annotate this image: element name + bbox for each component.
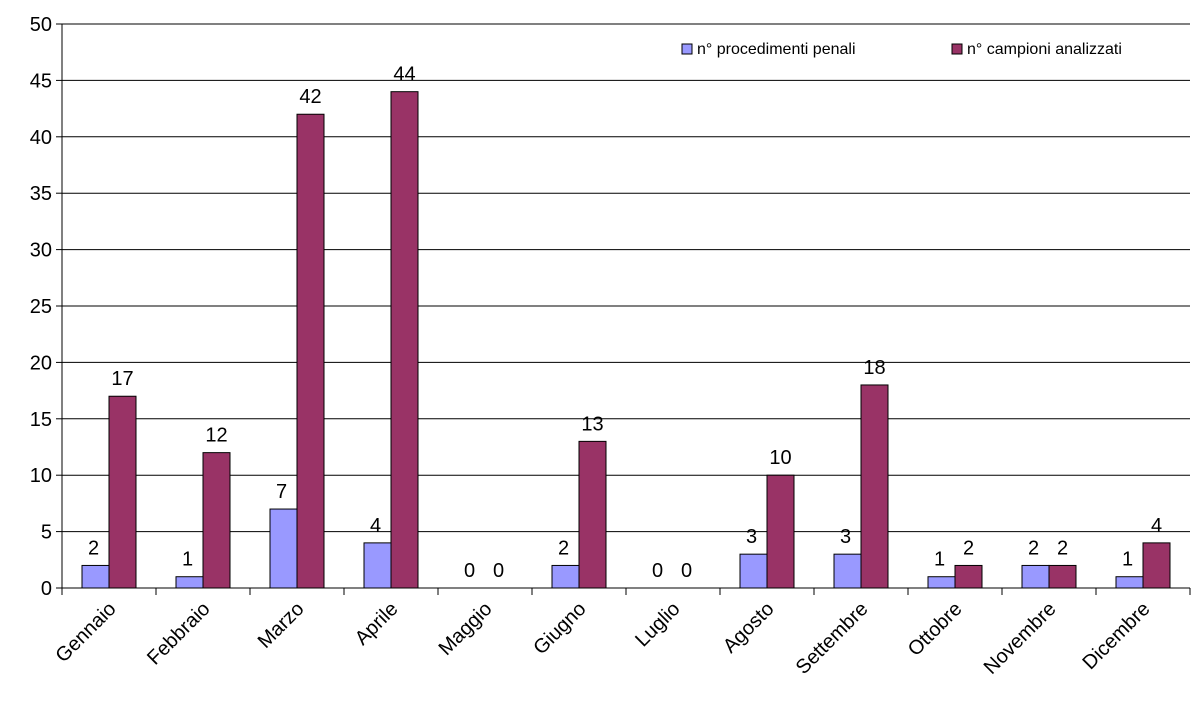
bar-series-1 bbox=[269, 508, 298, 589]
bar-series-2 bbox=[766, 474, 795, 589]
legend-swatch-series-2 bbox=[951, 43, 963, 55]
bar-series-2 bbox=[860, 384, 889, 589]
bar-series-1 bbox=[551, 564, 580, 589]
data-label-series-1: 2 bbox=[1028, 537, 1039, 559]
legend: n° procedimenti penali n° campioni anali… bbox=[681, 41, 1122, 58]
data-label-series-1: 0 bbox=[652, 560, 663, 582]
x-tick-label: Febbraio bbox=[143, 598, 214, 669]
x-tick-label: Marzo bbox=[254, 598, 309, 653]
data-label-series-1: 3 bbox=[840, 526, 851, 548]
bar-series-2 bbox=[1142, 542, 1171, 589]
data-label-series-2: 17 bbox=[111, 368, 133, 390]
data-label-series-2: 18 bbox=[863, 357, 885, 379]
x-tick-label: Settembre bbox=[792, 598, 873, 679]
y-tick-label: 45 bbox=[30, 70, 52, 92]
data-label-series-1: 1 bbox=[934, 549, 945, 571]
legend-swatch-series-1 bbox=[681, 43, 693, 55]
gridlines bbox=[62, 23, 1190, 533]
bar-series-2 bbox=[390, 91, 419, 589]
data-label-series-2: 0 bbox=[493, 560, 504, 582]
x-tick-label: Novembre bbox=[980, 598, 1061, 679]
x-axis: Gennaio Febbraio Marzo Aprile Maggio Giugno Lu… bbox=[52, 587, 1191, 679]
data-label-series-1: 3 bbox=[746, 526, 757, 548]
y-tick-label: 20 bbox=[30, 352, 52, 374]
y-tick-label: 50 bbox=[30, 14, 52, 36]
bar-series-1 bbox=[739, 553, 768, 589]
bar-series-2 bbox=[578, 440, 607, 589]
y-tick-label: 25 bbox=[30, 296, 52, 318]
x-tick-label: Luglio bbox=[631, 598, 684, 651]
y-tick-label: 0 bbox=[41, 578, 52, 600]
bar-series-1 bbox=[175, 576, 204, 589]
data-label-series-2: 13 bbox=[581, 413, 603, 435]
y-tick-label: 30 bbox=[30, 240, 52, 262]
data-label-series-2: 0 bbox=[681, 560, 692, 582]
data-label-series-2: 4 bbox=[1151, 515, 1162, 537]
data-label-series-2: 2 bbox=[963, 537, 974, 559]
bar-series-1 bbox=[1021, 564, 1050, 589]
data-label-series-1: 2 bbox=[88, 537, 99, 559]
x-tick-label: Gennaio bbox=[52, 598, 121, 667]
bar-series-1 bbox=[81, 564, 110, 589]
bar-series-2 bbox=[202, 452, 231, 589]
x-tick-label: Ottobre bbox=[904, 598, 967, 661]
data-label-series-2: 2 bbox=[1057, 537, 1068, 559]
y-tick-label: 40 bbox=[30, 127, 52, 149]
data-label-series-2: 10 bbox=[769, 447, 791, 469]
data-label-series-1: 1 bbox=[182, 549, 193, 571]
bar-series-2 bbox=[954, 564, 983, 589]
data-label-series-1: 7 bbox=[276, 481, 287, 503]
legend-label-series-2: n° campioni analizzati bbox=[967, 41, 1122, 58]
x-tick-label: Giugno bbox=[529, 598, 590, 659]
x-tick-label: Agosto bbox=[719, 598, 779, 658]
y-tick-label: 35 bbox=[30, 183, 52, 205]
data-label-series-2: 42 bbox=[299, 86, 321, 108]
x-tick-label: Maggio bbox=[435, 598, 497, 660]
y-tick-label: 10 bbox=[30, 465, 52, 487]
data-label-series-2: 12 bbox=[205, 425, 227, 447]
y-tick-label: 5 bbox=[41, 522, 52, 544]
y-tick-label: 15 bbox=[30, 409, 52, 431]
bar-series-1 bbox=[363, 542, 392, 589]
x-tick-label: Dicembre bbox=[1078, 598, 1154, 674]
data-label-series-1: 2 bbox=[558, 537, 569, 559]
bar-series-2 bbox=[296, 113, 325, 589]
data-label-series-1: 4 bbox=[370, 515, 381, 537]
bar-series-2 bbox=[108, 395, 137, 589]
bar-series-2 bbox=[1048, 564, 1077, 589]
bars bbox=[81, 91, 1171, 589]
y-axis: 0 5 10 15 20 25 30 35 40 45 50 bbox=[30, 14, 63, 600]
x-tick-label: Aprile bbox=[351, 598, 403, 650]
bar-series-1 bbox=[927, 576, 956, 589]
bar-series-1 bbox=[833, 553, 862, 589]
bar-series-1 bbox=[1115, 576, 1144, 589]
data-label-series-2: 44 bbox=[393, 64, 415, 86]
legend-label-series-1: n° procedimenti penali bbox=[697, 41, 856, 58]
data-label-series-1: 1 bbox=[1122, 549, 1133, 571]
data-label-series-1: 0 bbox=[464, 560, 475, 582]
